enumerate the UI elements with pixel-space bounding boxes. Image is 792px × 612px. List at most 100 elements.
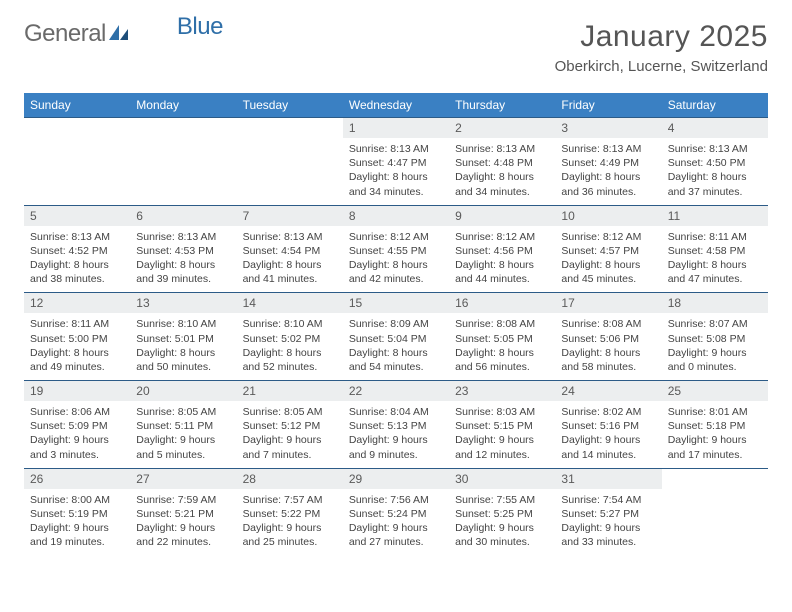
day-header-row: SundayMondayTuesdayWednesdayThursdayFrid… <box>24 93 768 118</box>
logo-text-blue: Blue <box>177 13 223 41</box>
calendar-cell: 9Sunrise: 8:12 AMSunset: 4:56 PMDaylight… <box>449 205 555 293</box>
day-content: Sunrise: 8:04 AMSunset: 5:13 PMDaylight:… <box>343 401 449 468</box>
day-content: Sunrise: 8:12 AMSunset: 4:57 PMDaylight:… <box>555 226 661 293</box>
day-number: 3 <box>555 118 661 138</box>
calendar-cell: 6Sunrise: 8:13 AMSunset: 4:53 PMDaylight… <box>130 205 236 293</box>
day-content: Sunrise: 8:13 AMSunset: 4:48 PMDaylight:… <box>449 138 555 205</box>
day-number: 26 <box>24 469 130 489</box>
calendar-cell <box>662 468 768 555</box>
day-number: 21 <box>237 381 343 401</box>
day-number: 25 <box>662 381 768 401</box>
day-content: Sunrise: 7:56 AMSunset: 5:24 PMDaylight:… <box>343 489 449 556</box>
calendar-cell: 2Sunrise: 8:13 AMSunset: 4:48 PMDaylight… <box>449 118 555 206</box>
day-number: 7 <box>237 206 343 226</box>
day-header: Friday <box>555 93 661 118</box>
day-content: Sunrise: 8:09 AMSunset: 5:04 PMDaylight:… <box>343 313 449 380</box>
day-header: Thursday <box>449 93 555 118</box>
calendar-table: SundayMondayTuesdayWednesdayThursdayFrid… <box>24 93 768 555</box>
calendar-cell: 30Sunrise: 7:55 AMSunset: 5:25 PMDayligh… <box>449 468 555 555</box>
day-number: 30 <box>449 469 555 489</box>
day-number: 18 <box>662 293 768 313</box>
calendar-cell <box>24 118 130 206</box>
day-content: Sunrise: 8:13 AMSunset: 4:50 PMDaylight:… <box>662 138 768 205</box>
day-content: Sunrise: 8:10 AMSunset: 5:02 PMDaylight:… <box>237 313 343 380</box>
day-content: Sunrise: 7:57 AMSunset: 5:22 PMDaylight:… <box>237 489 343 556</box>
day-number: 6 <box>130 206 236 226</box>
day-header: Saturday <box>662 93 768 118</box>
calendar-row: 26Sunrise: 8:00 AMSunset: 5:19 PMDayligh… <box>24 468 768 555</box>
day-number: 19 <box>24 381 130 401</box>
day-number: 31 <box>555 469 661 489</box>
day-content: Sunrise: 8:13 AMSunset: 4:47 PMDaylight:… <box>343 138 449 205</box>
day-content: Sunrise: 7:55 AMSunset: 5:25 PMDaylight:… <box>449 489 555 556</box>
day-number: 17 <box>555 293 661 313</box>
calendar-cell: 17Sunrise: 8:08 AMSunset: 5:06 PMDayligh… <box>555 293 661 381</box>
day-content: Sunrise: 8:07 AMSunset: 5:08 PMDaylight:… <box>662 313 768 380</box>
day-header: Wednesday <box>343 93 449 118</box>
calendar-cell: 11Sunrise: 8:11 AMSunset: 4:58 PMDayligh… <box>662 205 768 293</box>
day-header: Monday <box>130 93 236 118</box>
day-number: 2 <box>449 118 555 138</box>
day-content: Sunrise: 8:12 AMSunset: 4:56 PMDaylight:… <box>449 226 555 293</box>
day-content: Sunrise: 8:08 AMSunset: 5:06 PMDaylight:… <box>555 313 661 380</box>
calendar-cell: 10Sunrise: 8:12 AMSunset: 4:57 PMDayligh… <box>555 205 661 293</box>
day-content: Sunrise: 8:06 AMSunset: 5:09 PMDaylight:… <box>24 401 130 468</box>
title-block: January 2025 Oberkirch, Lucerne, Switzer… <box>555 20 768 75</box>
calendar-cell: 23Sunrise: 8:03 AMSunset: 5:15 PMDayligh… <box>449 381 555 469</box>
day-content: Sunrise: 8:13 AMSunset: 4:52 PMDaylight:… <box>24 226 130 293</box>
day-content: Sunrise: 8:03 AMSunset: 5:15 PMDaylight:… <box>449 401 555 468</box>
calendar-cell: 18Sunrise: 8:07 AMSunset: 5:08 PMDayligh… <box>662 293 768 381</box>
calendar-cell <box>130 118 236 206</box>
day-content: Sunrise: 8:13 AMSunset: 4:49 PMDaylight:… <box>555 138 661 205</box>
day-header: Tuesday <box>237 93 343 118</box>
calendar-cell: 8Sunrise: 8:12 AMSunset: 4:55 PMDaylight… <box>343 205 449 293</box>
calendar-cell: 13Sunrise: 8:10 AMSunset: 5:01 PMDayligh… <box>130 293 236 381</box>
day-number: 5 <box>24 206 130 226</box>
day-number: 4 <box>662 118 768 138</box>
day-number: 16 <box>449 293 555 313</box>
day-content: Sunrise: 8:10 AMSunset: 5:01 PMDaylight:… <box>130 313 236 380</box>
calendar-cell: 31Sunrise: 7:54 AMSunset: 5:27 PMDayligh… <box>555 468 661 555</box>
day-number: 29 <box>343 469 449 489</box>
day-content: Sunrise: 8:02 AMSunset: 5:16 PMDaylight:… <box>555 401 661 468</box>
calendar-row: 1Sunrise: 8:13 AMSunset: 4:47 PMDaylight… <box>24 118 768 206</box>
logo: General Blue <box>24 20 223 48</box>
calendar-cell: 20Sunrise: 8:05 AMSunset: 5:11 PMDayligh… <box>130 381 236 469</box>
day-number: 23 <box>449 381 555 401</box>
calendar-cell: 3Sunrise: 8:13 AMSunset: 4:49 PMDaylight… <box>555 118 661 206</box>
day-number: 12 <box>24 293 130 313</box>
day-content: Sunrise: 8:08 AMSunset: 5:05 PMDaylight:… <box>449 313 555 380</box>
day-number: 24 <box>555 381 661 401</box>
day-number: 1 <box>343 118 449 138</box>
calendar-cell: 25Sunrise: 8:01 AMSunset: 5:18 PMDayligh… <box>662 381 768 469</box>
calendar-row: 19Sunrise: 8:06 AMSunset: 5:09 PMDayligh… <box>24 381 768 469</box>
day-number: 8 <box>343 206 449 226</box>
calendar-cell <box>237 118 343 206</box>
calendar-cell: 29Sunrise: 7:56 AMSunset: 5:24 PMDayligh… <box>343 468 449 555</box>
day-number: 9 <box>449 206 555 226</box>
day-number: 15 <box>343 293 449 313</box>
calendar-row: 12Sunrise: 8:11 AMSunset: 5:00 PMDayligh… <box>24 293 768 381</box>
calendar-cell: 21Sunrise: 8:05 AMSunset: 5:12 PMDayligh… <box>237 381 343 469</box>
calendar-cell: 15Sunrise: 8:09 AMSunset: 5:04 PMDayligh… <box>343 293 449 381</box>
calendar-cell: 5Sunrise: 8:13 AMSunset: 4:52 PMDaylight… <box>24 205 130 293</box>
calendar-cell: 12Sunrise: 8:11 AMSunset: 5:00 PMDayligh… <box>24 293 130 381</box>
day-content: Sunrise: 8:05 AMSunset: 5:11 PMDaylight:… <box>130 401 236 468</box>
day-content: Sunrise: 8:11 AMSunset: 5:00 PMDaylight:… <box>24 313 130 380</box>
calendar-cell: 16Sunrise: 8:08 AMSunset: 5:05 PMDayligh… <box>449 293 555 381</box>
calendar-cell: 24Sunrise: 8:02 AMSunset: 5:16 PMDayligh… <box>555 381 661 469</box>
day-content: Sunrise: 8:01 AMSunset: 5:18 PMDaylight:… <box>662 401 768 468</box>
calendar-cell: 27Sunrise: 7:59 AMSunset: 5:21 PMDayligh… <box>130 468 236 555</box>
logo-text-general: General <box>24 20 106 48</box>
logo-sail-icon <box>108 20 130 48</box>
day-content: Sunrise: 8:12 AMSunset: 4:55 PMDaylight:… <box>343 226 449 293</box>
day-content: Sunrise: 8:13 AMSunset: 4:53 PMDaylight:… <box>130 226 236 293</box>
calendar-row: 5Sunrise: 8:13 AMSunset: 4:52 PMDaylight… <box>24 205 768 293</box>
location: Oberkirch, Lucerne, Switzerland <box>555 58 768 75</box>
calendar-body: 1Sunrise: 8:13 AMSunset: 4:47 PMDaylight… <box>24 118 768 556</box>
day-number: 20 <box>130 381 236 401</box>
month-title: January 2025 <box>555 20 768 54</box>
calendar-cell: 26Sunrise: 8:00 AMSunset: 5:19 PMDayligh… <box>24 468 130 555</box>
calendar-cell: 7Sunrise: 8:13 AMSunset: 4:54 PMDaylight… <box>237 205 343 293</box>
day-content: Sunrise: 8:05 AMSunset: 5:12 PMDaylight:… <box>237 401 343 468</box>
